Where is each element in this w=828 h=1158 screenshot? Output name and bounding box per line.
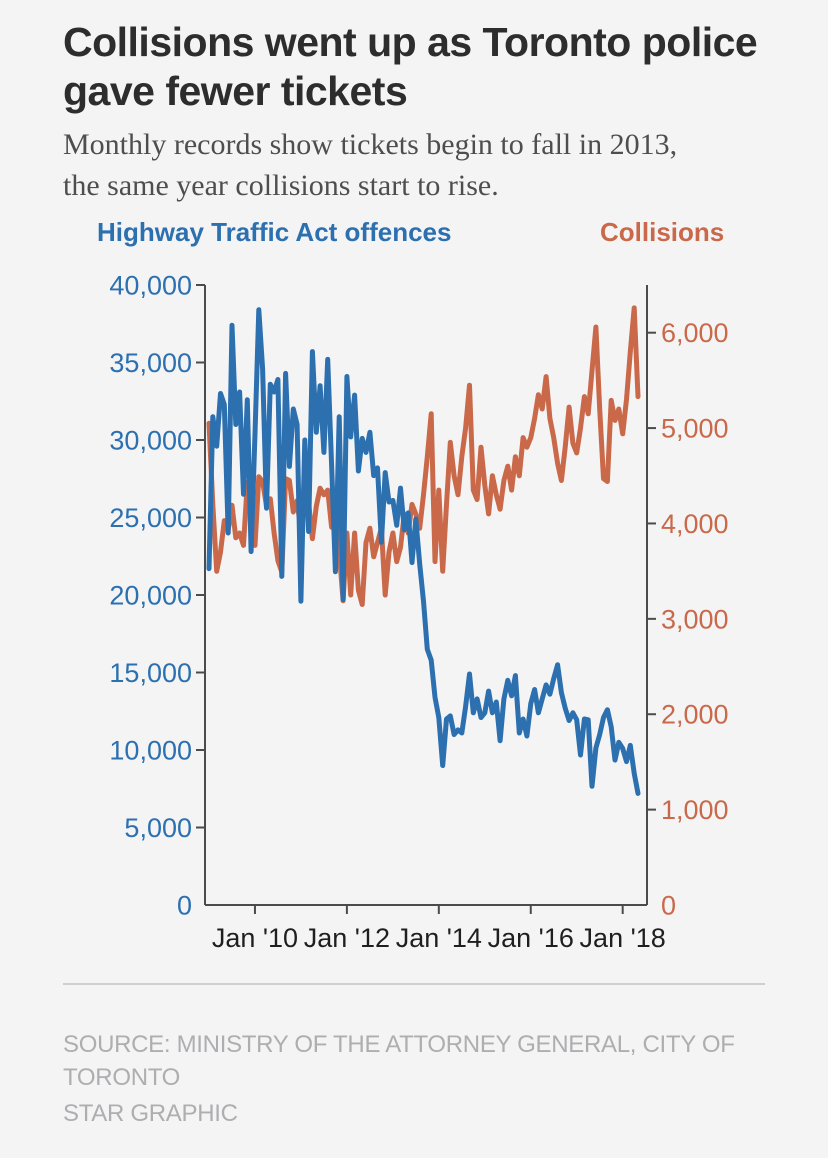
right-axis-tick-label: 0 bbox=[661, 891, 676, 921]
left-axis-tick-label: 40,000 bbox=[109, 271, 192, 301]
x-axis-tick-label: Jan '14 bbox=[396, 923, 482, 953]
page-subtitle: Monthly records show tickets begin to fa… bbox=[63, 124, 773, 206]
left-axis-tick-label: 15,000 bbox=[109, 658, 192, 688]
x-axis-tick-label: Jan '18 bbox=[580, 923, 666, 953]
x-axis-tick-label: Jan '16 bbox=[488, 923, 574, 953]
graphic-credit: STAR GRAPHIC bbox=[63, 1100, 238, 1127]
source-attribution: SOURCE: MINISTRY OF THE ATTORNEY GENERAL… bbox=[63, 1031, 735, 1091]
left-axis-tick-label: 10,000 bbox=[109, 736, 192, 766]
right-axis-tick-label: 2,000 bbox=[661, 700, 729, 730]
collisions-line bbox=[206, 305, 641, 607]
page-title: Collisions went up as Toronto police gav… bbox=[63, 18, 773, 116]
legend-collisions: Collisions bbox=[600, 217, 725, 247]
x-axis-tick-label: Jan '12 bbox=[304, 923, 390, 953]
right-axis-tick-label: 1,000 bbox=[661, 795, 729, 825]
left-axis-tick-label: 20,000 bbox=[109, 581, 192, 611]
footer-divider bbox=[63, 983, 765, 985]
right-axis-tick-label: 6,000 bbox=[661, 318, 729, 348]
right-axis-tick-label: 4,000 bbox=[661, 509, 729, 539]
page-subtitle-line1: Monthly records show tickets begin to fa… bbox=[63, 128, 678, 161]
x-axis-tick-label: Jan '10 bbox=[212, 923, 298, 953]
page-title-line1: Collisions went up as Toronto police bbox=[63, 19, 758, 65]
hta-offences-line bbox=[206, 307, 641, 796]
left-axis-tick-label: 0 bbox=[177, 891, 192, 921]
left-axis-tick-label: 30,000 bbox=[109, 426, 192, 456]
legend-hta-offences: Highway Traffic Act offences bbox=[97, 217, 452, 247]
right-axis-tick-label: 3,000 bbox=[661, 604, 729, 634]
page-title-line2: gave fewer tickets bbox=[63, 68, 408, 114]
right-axis-tick-label: 5,000 bbox=[661, 414, 729, 444]
page-subtitle-line2: the same year collisions start to rise. bbox=[63, 169, 499, 202]
left-axis-tick-label: 35,000 bbox=[109, 348, 192, 378]
left-axis-tick-label: 25,000 bbox=[109, 503, 192, 533]
left-axis-tick-label: 5,000 bbox=[124, 813, 192, 843]
